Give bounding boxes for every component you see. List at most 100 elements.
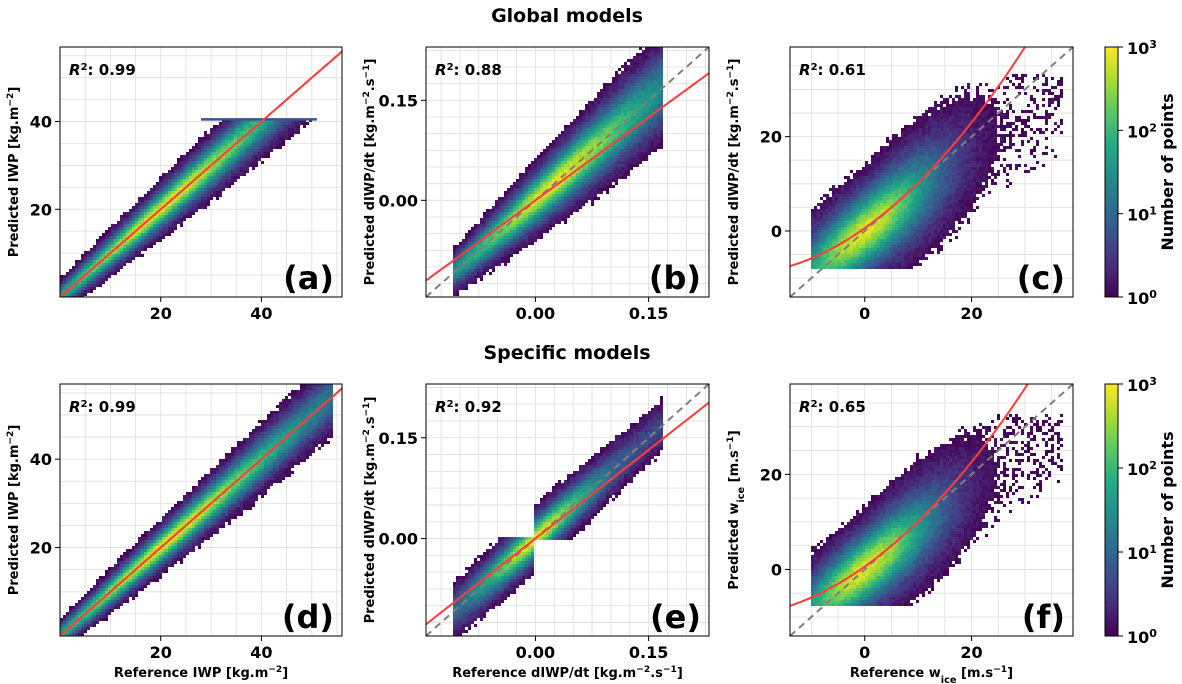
heatmap-cell (603, 176, 606, 179)
heatmap-cell (147, 221, 150, 224)
heatmap-cell (288, 131, 291, 134)
heatmap-cell (588, 146, 591, 149)
heatmap-cell (627, 80, 630, 83)
heatmap-cell (660, 101, 663, 104)
heatmap-cell (456, 266, 459, 269)
heatmap-cell (997, 146, 1000, 149)
heatmap-cell (156, 236, 159, 239)
heatmap-cell (279, 140, 282, 143)
heatmap-cell (1006, 146, 1009, 149)
heatmap-cell (961, 128, 964, 131)
heatmap-cell (219, 194, 222, 197)
heatmap-cell (168, 176, 171, 179)
heatmap-cell (618, 146, 621, 149)
heatmap-cell (261, 149, 264, 152)
heatmap-cell (976, 107, 979, 110)
heatmap-cell (588, 128, 591, 131)
heatmap-cell (111, 254, 114, 257)
heatmap-cell (528, 200, 531, 203)
heatmap-cell (955, 146, 958, 149)
heatmap-cell (991, 161, 994, 164)
heatmap-cell (186, 200, 189, 203)
heatmap-cell (225, 176, 228, 179)
heatmap-cell (582, 110, 585, 113)
heatmap-cell (543, 206, 546, 209)
heatmap-cell (994, 110, 997, 113)
heatmap-cell (639, 158, 642, 161)
heatmap-cell (483, 230, 486, 233)
heatmap-cell (183, 176, 186, 179)
heatmap-cell (213, 143, 216, 146)
heatmap-cell (564, 212, 567, 215)
heatmap-cell (931, 131, 934, 134)
heatmap-cell (579, 194, 582, 197)
heatmap-cell (958, 182, 961, 185)
heatmap-cell (579, 146, 582, 149)
heatmap-cell (976, 164, 979, 167)
heatmap-cell (210, 143, 213, 146)
heatmap-cell (480, 221, 483, 224)
heatmap-cell (648, 47, 651, 50)
heatmap-cell (228, 164, 231, 167)
heatmap-cell (180, 218, 183, 221)
heatmap-cell (294, 125, 297, 128)
heatmap-cell (108, 251, 111, 254)
heatmap-cell (135, 248, 138, 251)
heatmap-cell (105, 272, 108, 275)
heatmap-cell (78, 275, 81, 278)
heatmap-cell (1015, 77, 1018, 80)
heatmap-cell (624, 167, 627, 170)
heatmap-cell (925, 191, 928, 194)
heatmap-cell (189, 215, 192, 218)
heatmap-cell (1006, 113, 1009, 116)
heatmap-cell (660, 62, 663, 65)
heatmap-cell (940, 179, 943, 182)
heatmap-cell (99, 275, 102, 278)
heatmap-cell (456, 278, 459, 281)
heatmap-cell (264, 155, 267, 158)
heatmap-cell (231, 152, 234, 155)
heatmap-cell (612, 122, 615, 125)
heatmap-cell (534, 167, 537, 170)
heatmap-cell (555, 206, 558, 209)
heatmap-cell (970, 188, 973, 191)
heatmap-cell (994, 131, 997, 134)
heatmap-cell (213, 173, 216, 176)
heatmap-cell (967, 182, 970, 185)
heatmap-cell (90, 281, 93, 284)
heatmap-cell (609, 116, 612, 119)
heatmap-cell (492, 233, 495, 236)
heatmap-cell (988, 122, 991, 125)
heatmap-cell (943, 140, 946, 143)
heatmap-cell (1033, 98, 1036, 101)
heatmap-cell (654, 53, 657, 56)
heatmap-cell (519, 215, 522, 218)
heatmap-cell (147, 191, 150, 194)
heatmap-cell (132, 236, 135, 239)
heatmap-cell (606, 161, 609, 164)
heatmap-cell (1024, 125, 1027, 128)
heatmap-cell (207, 146, 210, 149)
heatmap-cell (513, 224, 516, 227)
heatmap-cell (513, 233, 516, 236)
heatmap-cell (540, 164, 543, 167)
heatmap-cell (504, 263, 507, 266)
heatmap-cell (961, 122, 964, 125)
heatmap-cell (501, 260, 504, 263)
heatmap-cell (558, 221, 561, 224)
heatmap-cell (96, 257, 99, 260)
heatmap-cell (276, 128, 279, 131)
heatmap-cell (465, 248, 468, 251)
heatmap-cell (606, 155, 609, 158)
heatmap-cell (150, 188, 153, 191)
heatmap-cell (886, 161, 889, 164)
heatmap-cell (642, 152, 645, 155)
heatmap-cell (471, 236, 474, 239)
heatmap-cell (507, 254, 510, 257)
heatmap-cell (207, 164, 210, 167)
heatmap-cell (621, 80, 624, 83)
heatmap-cell (973, 101, 976, 104)
heatmap-cell (898, 173, 901, 176)
heatmap-cell (168, 206, 171, 209)
heatmap-cell (928, 191, 931, 194)
